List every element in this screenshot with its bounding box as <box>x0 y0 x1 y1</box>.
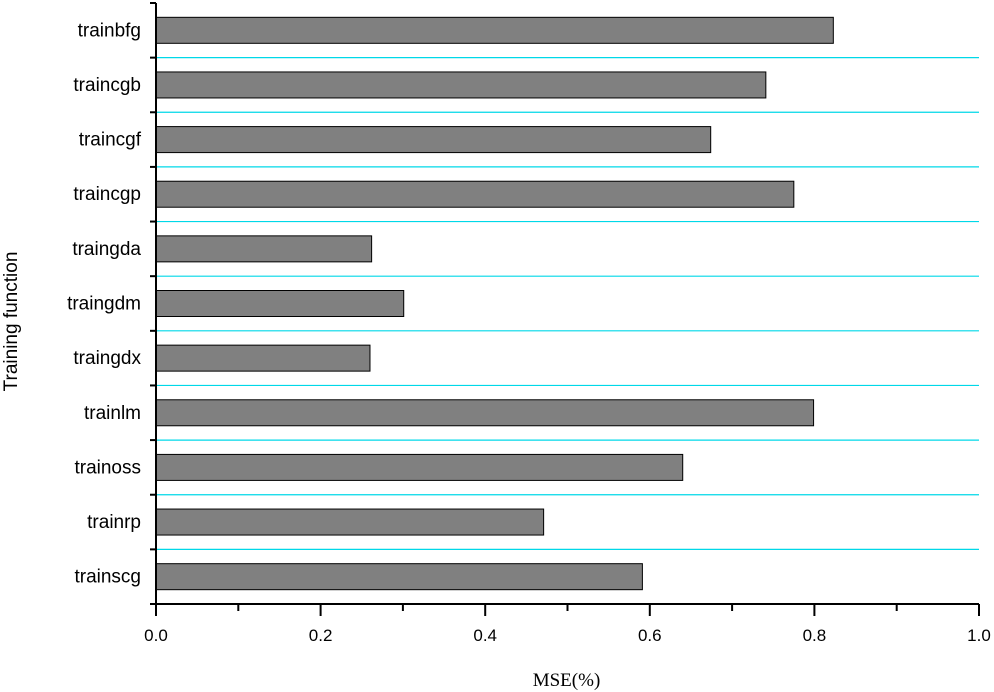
category-label: traincgb <box>73 75 141 96</box>
category-label: trainlm <box>84 403 141 424</box>
category-label: traingdx <box>73 348 141 369</box>
category-label: trainoss <box>74 457 141 478</box>
bar-traincgf <box>155 126 712 154</box>
x-tick-label: 0.8 <box>803 626 827 645</box>
category-label: trainbfg <box>78 20 141 41</box>
bar-trainlm <box>155 399 815 427</box>
x-tick-label: 0.2 <box>309 626 333 645</box>
bar-trainoss <box>155 453 684 481</box>
category-label: traingda <box>72 239 141 260</box>
bar-traingdm <box>155 290 405 317</box>
bar-traincgp <box>155 180 795 208</box>
y-axis-label: Training function <box>1 252 22 392</box>
x-axis-label: MSE(%) <box>533 670 601 691</box>
x-tick-label: 0.6 <box>638 626 662 645</box>
bar-traingdx <box>155 344 371 372</box>
y-ticks <box>150 2 156 605</box>
x-tick-label: 1.0 <box>967 626 991 645</box>
category-label: trainrp <box>87 512 141 533</box>
x-tick-label: 0.0 <box>144 626 168 645</box>
category-label: traincgp <box>73 184 141 205</box>
bar-trainrp <box>155 508 545 536</box>
x-tick-label: 0.4 <box>473 626 497 645</box>
bars <box>155 16 834 591</box>
category-labels: trainbfg traincgb traincgf traincgp traingda… <box>67 20 142 587</box>
bar-trainscg <box>155 563 643 591</box>
grid-lines <box>156 57 979 550</box>
category-label: traingdm <box>67 294 141 315</box>
bar-traincgb <box>155 71 767 99</box>
bar-traingda <box>155 235 373 263</box>
category-label: traincgf <box>79 130 142 151</box>
bar-trainbfg <box>155 16 834 44</box>
category-label: trainscg <box>74 567 141 588</box>
x-ticks: 0.0 0.2 0.4 0.6 0.8 1.0 <box>144 604 991 645</box>
